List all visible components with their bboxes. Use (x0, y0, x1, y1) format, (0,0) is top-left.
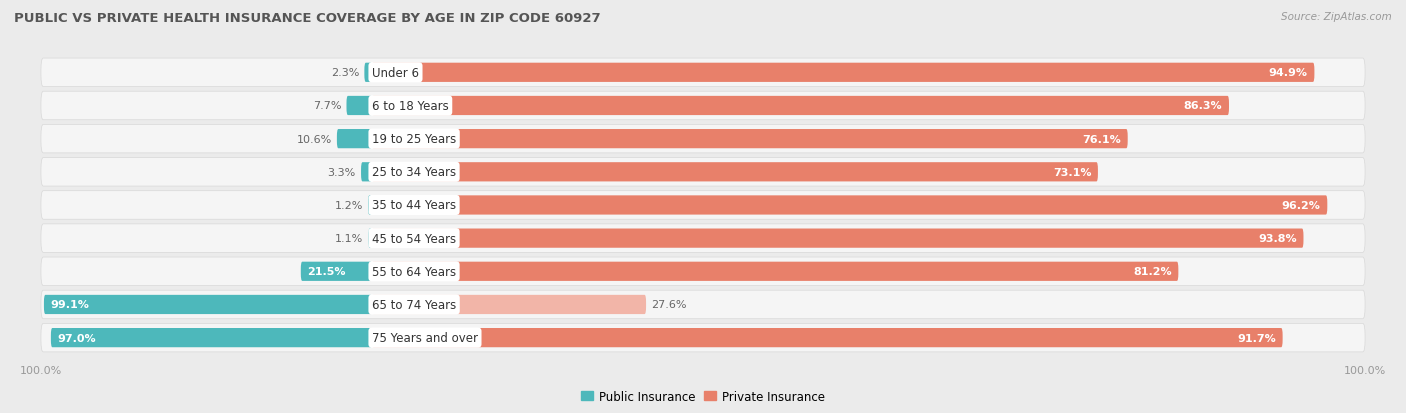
FancyBboxPatch shape (373, 196, 1327, 215)
Text: 1.2%: 1.2% (335, 200, 363, 211)
FancyBboxPatch shape (41, 125, 1365, 154)
Text: 27.6%: 27.6% (651, 300, 688, 310)
FancyBboxPatch shape (368, 229, 373, 248)
Text: 7.7%: 7.7% (312, 101, 342, 111)
Text: 86.3%: 86.3% (1184, 101, 1222, 111)
Text: 25 to 34 Years: 25 to 34 Years (373, 166, 456, 179)
FancyBboxPatch shape (373, 163, 1098, 182)
Text: 96.2%: 96.2% (1282, 200, 1320, 211)
Text: 93.8%: 93.8% (1258, 234, 1296, 244)
Text: Source: ZipAtlas.com: Source: ZipAtlas.com (1281, 12, 1392, 22)
FancyBboxPatch shape (41, 92, 1365, 121)
Text: Under 6: Under 6 (373, 66, 419, 80)
FancyBboxPatch shape (373, 97, 1229, 116)
FancyBboxPatch shape (44, 295, 373, 314)
Text: PUBLIC VS PRIVATE HEALTH INSURANCE COVERAGE BY AGE IN ZIP CODE 60927: PUBLIC VS PRIVATE HEALTH INSURANCE COVER… (14, 12, 600, 25)
Text: 3.3%: 3.3% (328, 167, 356, 177)
Text: 91.7%: 91.7% (1237, 333, 1277, 343)
FancyBboxPatch shape (41, 59, 1365, 88)
FancyBboxPatch shape (337, 130, 373, 149)
FancyBboxPatch shape (373, 295, 647, 314)
FancyBboxPatch shape (41, 257, 1365, 286)
Text: 21.5%: 21.5% (308, 267, 346, 277)
FancyBboxPatch shape (41, 158, 1365, 187)
Text: 35 to 44 Years: 35 to 44 Years (373, 199, 456, 212)
FancyBboxPatch shape (301, 262, 373, 281)
Text: 10.6%: 10.6% (297, 134, 332, 144)
Text: 75 Years and over: 75 Years and over (373, 331, 478, 344)
FancyBboxPatch shape (41, 224, 1365, 253)
Text: 94.9%: 94.9% (1268, 68, 1308, 78)
Text: 99.1%: 99.1% (51, 300, 90, 310)
Text: 19 to 25 Years: 19 to 25 Years (373, 133, 456, 146)
Text: 65 to 74 Years: 65 to 74 Years (373, 298, 456, 311)
FancyBboxPatch shape (41, 323, 1365, 352)
FancyBboxPatch shape (346, 97, 373, 116)
FancyBboxPatch shape (41, 290, 1365, 319)
Text: 1.1%: 1.1% (335, 234, 363, 244)
Text: 2.3%: 2.3% (330, 68, 359, 78)
FancyBboxPatch shape (373, 130, 1128, 149)
FancyBboxPatch shape (368, 196, 373, 215)
FancyBboxPatch shape (373, 229, 1303, 248)
Text: 55 to 64 Years: 55 to 64 Years (373, 265, 456, 278)
FancyBboxPatch shape (373, 64, 1315, 83)
Text: 6 to 18 Years: 6 to 18 Years (373, 100, 449, 113)
Text: 45 to 54 Years: 45 to 54 Years (373, 232, 456, 245)
FancyBboxPatch shape (373, 328, 1282, 347)
FancyBboxPatch shape (364, 64, 373, 83)
FancyBboxPatch shape (373, 262, 1178, 281)
Text: 76.1%: 76.1% (1083, 134, 1121, 144)
FancyBboxPatch shape (361, 163, 373, 182)
Text: 81.2%: 81.2% (1133, 267, 1171, 277)
FancyBboxPatch shape (51, 328, 373, 347)
Legend: Public Insurance, Private Insurance: Public Insurance, Private Insurance (581, 390, 825, 403)
FancyBboxPatch shape (41, 191, 1365, 220)
Text: 73.1%: 73.1% (1053, 167, 1091, 177)
Text: 97.0%: 97.0% (58, 333, 96, 343)
